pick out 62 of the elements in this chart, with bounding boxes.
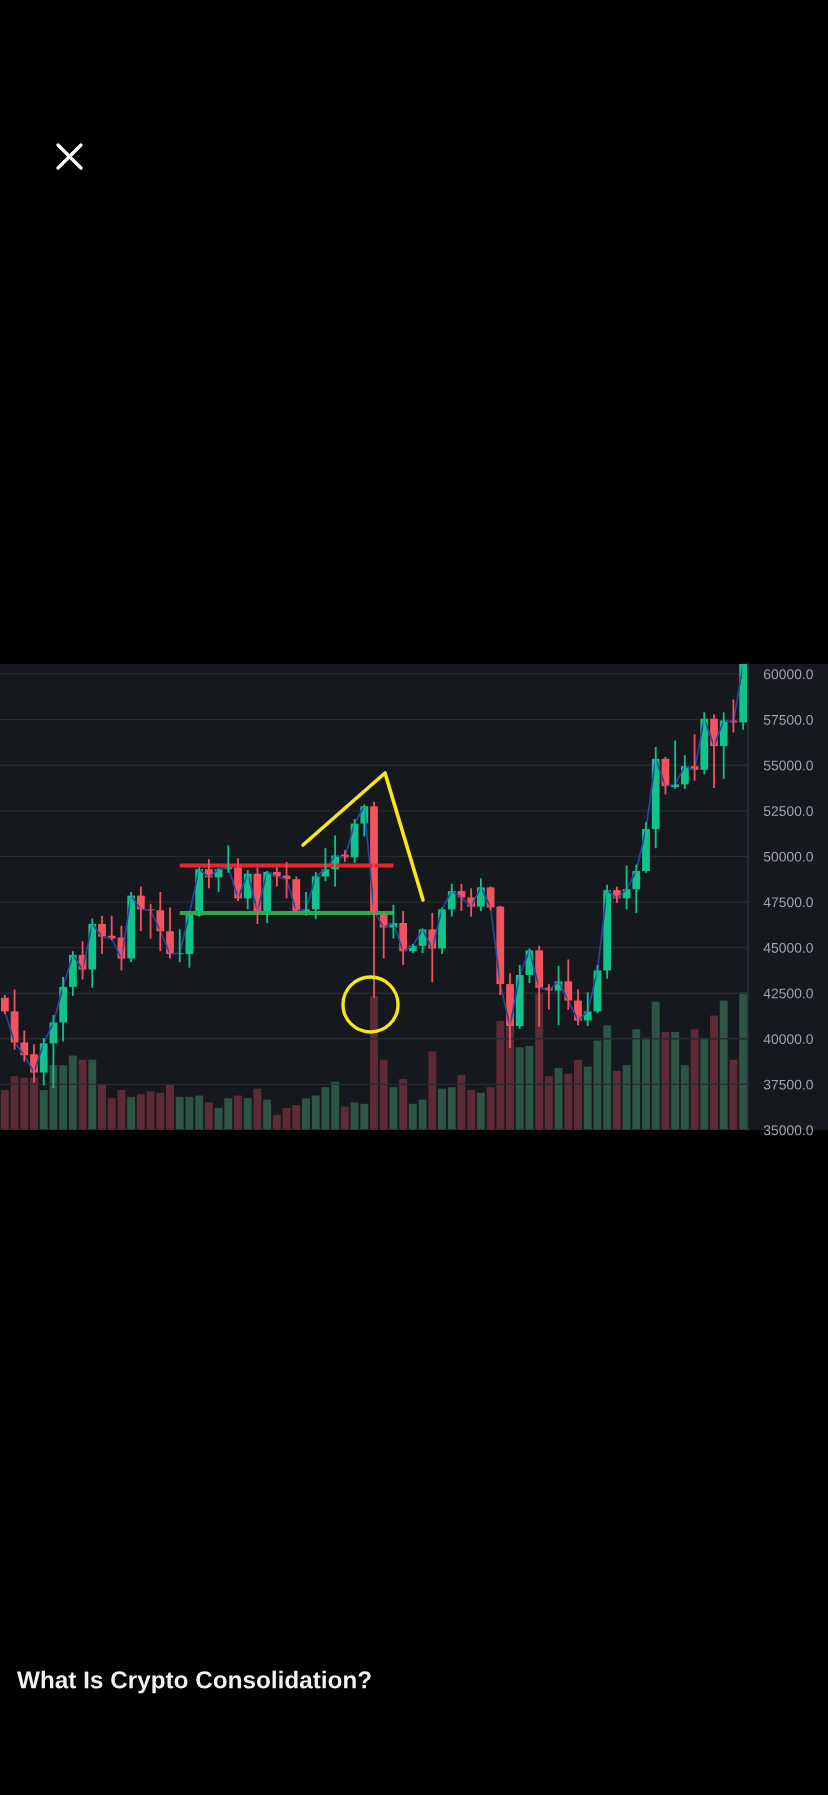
y-tick-label: 60000.0 — [763, 669, 813, 680]
bar — [195, 1095, 204, 1130]
bar — [476, 1092, 485, 1130]
bar — [370, 996, 378, 1130]
bar — [719, 1000, 728, 1130]
y-tick-label: 52500.0 — [763, 806, 813, 816]
bar — [379, 1059, 388, 1130]
bar — [399, 1078, 408, 1130]
bar — [661, 1032, 670, 1130]
bar — [340, 1106, 349, 1130]
bar — [263, 1099, 272, 1130]
bar — [447, 1087, 456, 1130]
bar — [690, 1029, 699, 1130]
y-tick-label: 35000.0 — [763, 1125, 813, 1136]
bar — [651, 1001, 660, 1130]
bar — [438, 1088, 446, 1130]
bar — [612, 1070, 621, 1130]
bar — [98, 1084, 106, 1130]
bar — [302, 1098, 310, 1130]
bar — [253, 1088, 262, 1130]
bar — [574, 1059, 582, 1130]
bar — [418, 1099, 427, 1130]
bar — [272, 1114, 281, 1130]
bar — [408, 1103, 417, 1130]
bar — [457, 1074, 466, 1130]
bar — [739, 992, 748, 1130]
bar — [136, 1094, 145, 1130]
bar — [331, 1081, 340, 1130]
bar — [88, 1059, 97, 1130]
bar — [700, 1037, 709, 1130]
bar — [127, 1096, 136, 1130]
y-tick-label: 45000.0 — [763, 942, 813, 953]
bar — [729, 1059, 738, 1130]
bar — [78, 1059, 87, 1130]
bar — [30, 1077, 38, 1130]
bar — [428, 1051, 437, 1130]
y-tick-label: 37500.0 — [763, 1079, 813, 1090]
y-tick-label: 55000.0 — [763, 760, 813, 771]
bar — [68, 1055, 77, 1130]
bar — [234, 1095, 242, 1130]
bar — [710, 1015, 718, 1130]
y-tick-label: 50000.0 — [763, 851, 813, 862]
bar — [0, 1090, 9, 1130]
bar — [564, 1073, 573, 1130]
bar — [204, 1102, 213, 1130]
y-tick-label: 40000.0 — [763, 1034, 813, 1044]
bar — [603, 1025, 612, 1130]
bar — [243, 1098, 252, 1130]
bar — [166, 1084, 174, 1130]
bar — [544, 1076, 553, 1130]
bar — [642, 1037, 650, 1130]
y-tick-label: 42500.0 — [763, 988, 813, 999]
bar — [554, 1067, 563, 1130]
y-tick-label: 57500.0 — [763, 714, 813, 725]
bar — [389, 1087, 398, 1130]
bar — [59, 1065, 68, 1130]
bar — [680, 1065, 689, 1130]
bar — [467, 1090, 476, 1130]
bar — [671, 1032, 680, 1130]
y-tick-label: 47500.0 — [763, 897, 813, 908]
text: What Is Crypto Consolidation? — [17, 1670, 371, 1694]
bar — [535, 992, 544, 1130]
